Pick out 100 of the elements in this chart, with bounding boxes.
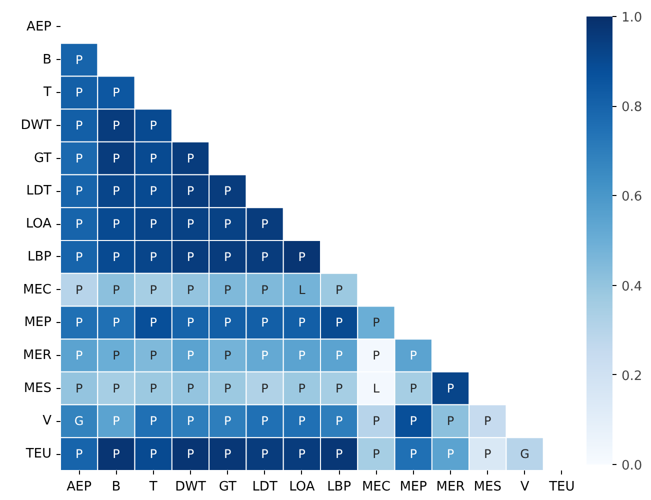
data-label: P bbox=[224, 250, 232, 264]
data-label: P bbox=[224, 381, 232, 396]
x-tick-label: LBP bbox=[327, 480, 352, 494]
color-bar-label: 0.0 bbox=[622, 458, 642, 474]
data-label: P bbox=[112, 282, 120, 297]
y-tick-label: LOA bbox=[26, 216, 52, 232]
data-label: P bbox=[224, 348, 232, 362]
data-label: P bbox=[372, 414, 380, 428]
data-label: P bbox=[298, 414, 306, 428]
x-tick-label: V bbox=[520, 480, 530, 494]
data-label: P bbox=[261, 447, 268, 462]
color-bar-label: 0.8 bbox=[622, 100, 642, 116]
data-label: P bbox=[186, 316, 194, 330]
data-label: P bbox=[446, 381, 454, 396]
data-label: P bbox=[261, 414, 268, 428]
data-label: P bbox=[261, 282, 268, 297]
data-label: P bbox=[186, 447, 194, 462]
color-bar-label: 0.4 bbox=[622, 279, 642, 294]
data-label: P bbox=[298, 250, 306, 264]
y-tick-label: GT bbox=[34, 150, 52, 166]
x-tick-label: LOA bbox=[289, 480, 315, 494]
y-tick-label: LDT bbox=[26, 184, 52, 199]
data-label: P bbox=[335, 316, 343, 330]
data-label: P bbox=[335, 381, 343, 396]
data-label: P bbox=[335, 348, 343, 362]
y-tick-label: AEP bbox=[26, 19, 52, 34]
color-bar-label: 0.6 bbox=[622, 190, 642, 205]
y-tick-label: B bbox=[42, 52, 52, 68]
x-tick-label: MER bbox=[436, 480, 465, 494]
data-label: G bbox=[520, 447, 530, 462]
data-label: P bbox=[112, 118, 120, 132]
data-label: P bbox=[372, 447, 380, 462]
data-label: P bbox=[75, 282, 83, 297]
data-label: P bbox=[224, 447, 232, 462]
y-tick-label: MEC bbox=[22, 282, 52, 298]
y-tick-label: V bbox=[42, 414, 52, 429]
data-label: P bbox=[112, 447, 120, 462]
x-tick-label: MES bbox=[474, 480, 502, 494]
data-label: L bbox=[372, 381, 380, 396]
data-label: P bbox=[224, 282, 232, 297]
data-label: P bbox=[150, 250, 157, 264]
data-label: P bbox=[150, 447, 157, 462]
data-label: P bbox=[298, 447, 306, 462]
data-label: P bbox=[335, 282, 343, 297]
data-label: P bbox=[112, 348, 120, 362]
x-tick-label: MEC bbox=[362, 480, 390, 494]
data-label: P bbox=[410, 348, 417, 362]
data-label: P bbox=[186, 282, 194, 297]
data-label: P bbox=[186, 381, 194, 396]
data-label: P bbox=[224, 184, 232, 198]
data-label: P bbox=[150, 414, 157, 428]
data-label: P bbox=[150, 151, 157, 166]
x-tick-label: MEP bbox=[400, 480, 428, 494]
x-tick-label: LDT bbox=[252, 480, 278, 494]
data-label: P bbox=[298, 348, 306, 362]
data-label: L bbox=[298, 282, 306, 297]
x-tick-label: T bbox=[148, 480, 158, 494]
data-label: P bbox=[112, 184, 120, 198]
y-tick-label: DWT bbox=[20, 118, 52, 133]
data-label: P bbox=[372, 348, 380, 362]
data-label: P bbox=[150, 282, 157, 297]
data-label: P bbox=[112, 217, 120, 232]
data-label: P bbox=[75, 250, 83, 264]
x-tick-label: DWT bbox=[175, 480, 206, 494]
data-label: P bbox=[75, 118, 83, 132]
data-label: P bbox=[261, 381, 268, 396]
data-label: P bbox=[186, 250, 194, 264]
data-label: P bbox=[335, 414, 343, 428]
data-label: P bbox=[186, 217, 194, 232]
data-label: P bbox=[298, 316, 306, 330]
data-label: P bbox=[75, 184, 83, 198]
x-tick-label: TEU bbox=[548, 480, 575, 494]
y-tick-label: T bbox=[42, 85, 52, 100]
data-label: P bbox=[224, 217, 232, 232]
data-label: P bbox=[261, 316, 268, 330]
y-tick-label: TEU bbox=[24, 446, 52, 462]
data-label: P bbox=[484, 447, 492, 462]
data-label: P bbox=[410, 381, 417, 396]
data-label: P bbox=[150, 381, 157, 396]
data-label: P bbox=[75, 86, 83, 100]
data-label: P bbox=[150, 118, 157, 132]
data-label: P bbox=[186, 151, 194, 166]
data-label: P bbox=[261, 217, 268, 232]
x-tick-label: B bbox=[112, 480, 121, 494]
data-label: P bbox=[150, 316, 157, 330]
color-bar-label: 1.0 bbox=[622, 10, 642, 26]
data-label: P bbox=[298, 381, 306, 396]
data-label: P bbox=[261, 348, 268, 362]
data-label: P bbox=[224, 316, 232, 330]
y-tick-label: MER bbox=[23, 348, 52, 363]
data-label: P bbox=[410, 447, 417, 462]
data-label: P bbox=[446, 447, 454, 462]
data-label: P bbox=[261, 250, 268, 264]
data-label: P bbox=[150, 348, 157, 362]
data-label: P bbox=[224, 414, 232, 428]
data-label: P bbox=[372, 316, 380, 330]
data-label: P bbox=[410, 414, 417, 428]
data-label: P bbox=[75, 447, 83, 462]
data-label: P bbox=[484, 414, 492, 428]
data-label: P bbox=[186, 348, 194, 362]
